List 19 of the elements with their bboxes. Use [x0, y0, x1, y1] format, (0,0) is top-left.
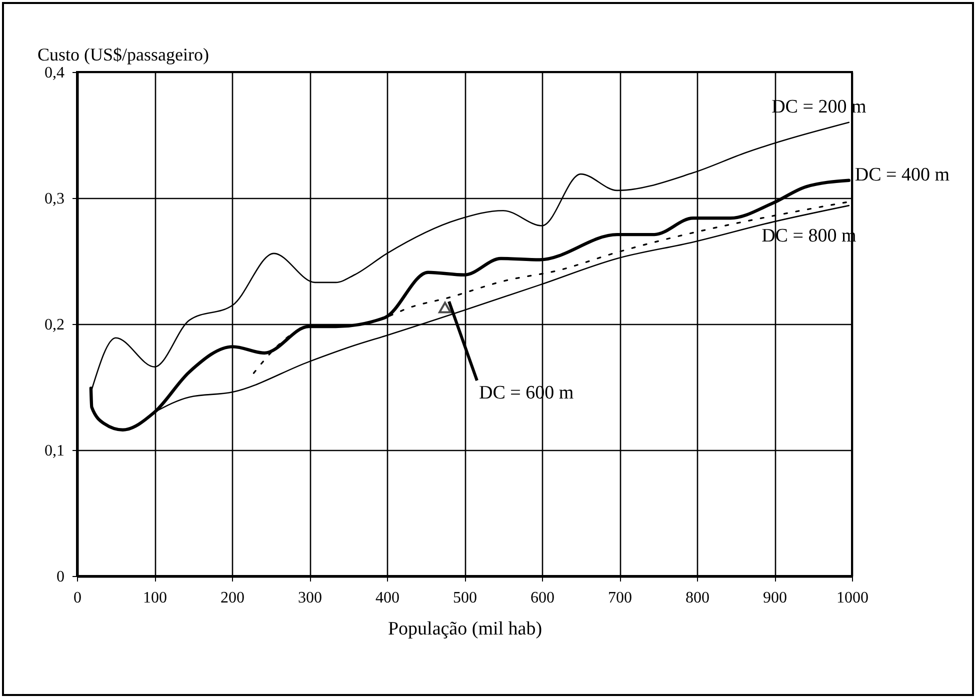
x-axis-title: População (mil hab) [388, 618, 542, 640]
x-tick-label: 100 [143, 590, 167, 606]
x-tick-label: 500 [453, 590, 477, 606]
x-tick-label: 900 [763, 590, 787, 606]
x-tick-label: 1000 [836, 590, 868, 606]
y-tick-label: 0,4 [44, 64, 64, 82]
x-tick-label: 200 [220, 590, 244, 606]
y-tick-label: 0,2 [44, 316, 64, 334]
series-label: DC = 400 m [854, 164, 950, 186]
y-tick-label: 0 [56, 568, 64, 586]
x-tick-label: 400 [376, 590, 400, 606]
x-tick-label: 600 [530, 590, 554, 606]
y-axis-title: Custo (US$/passageiro) [38, 44, 209, 64]
x-tick-label: 0 [74, 590, 82, 606]
x-tick-label: 300 [298, 590, 322, 606]
x-tick-label: 700 [608, 590, 632, 606]
y-tick-label: 0,3 [44, 190, 64, 208]
y-tick-label: 0,1 [44, 442, 64, 460]
x-tick-label: 800 [686, 590, 710, 606]
